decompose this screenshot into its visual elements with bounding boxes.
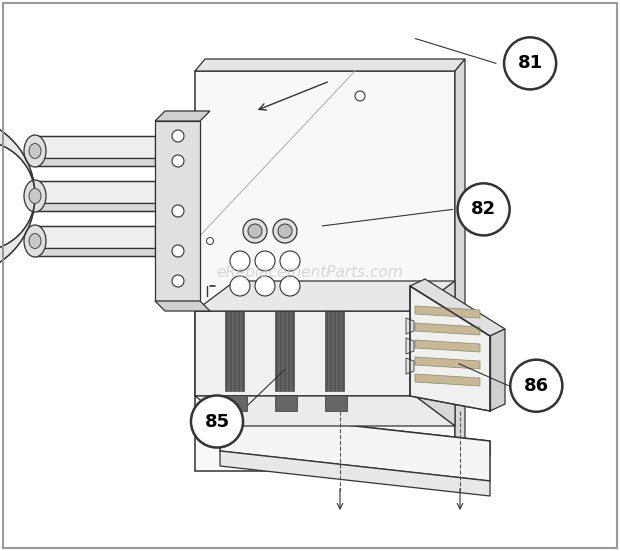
Polygon shape <box>406 318 414 334</box>
Polygon shape <box>329 311 332 391</box>
Circle shape <box>355 91 365 101</box>
Polygon shape <box>415 374 480 386</box>
Polygon shape <box>275 311 278 391</box>
Polygon shape <box>415 357 480 369</box>
Circle shape <box>280 276 300 296</box>
Polygon shape <box>490 329 505 411</box>
Polygon shape <box>333 311 336 391</box>
Text: 85: 85 <box>205 413 229 430</box>
Circle shape <box>255 276 275 296</box>
Polygon shape <box>287 311 290 391</box>
Polygon shape <box>225 311 228 391</box>
Text: eReplacementParts.com: eReplacementParts.com <box>216 266 404 280</box>
Polygon shape <box>35 226 155 248</box>
Ellipse shape <box>29 234 41 249</box>
Polygon shape <box>220 451 490 496</box>
Polygon shape <box>455 59 465 483</box>
Polygon shape <box>415 281 455 426</box>
Polygon shape <box>337 311 340 391</box>
Ellipse shape <box>24 135 46 167</box>
Polygon shape <box>155 121 200 301</box>
Polygon shape <box>195 311 415 396</box>
Circle shape <box>255 251 275 271</box>
Polygon shape <box>0 116 35 276</box>
Polygon shape <box>220 411 490 456</box>
Polygon shape <box>415 306 480 318</box>
Circle shape <box>280 251 300 271</box>
Polygon shape <box>406 358 414 374</box>
Polygon shape <box>341 311 344 391</box>
Polygon shape <box>233 311 236 391</box>
Polygon shape <box>195 59 465 71</box>
Polygon shape <box>195 71 455 471</box>
Circle shape <box>191 396 243 447</box>
Circle shape <box>172 155 184 167</box>
Polygon shape <box>410 279 505 336</box>
Polygon shape <box>220 411 490 481</box>
Polygon shape <box>410 286 490 411</box>
Polygon shape <box>35 181 155 203</box>
Polygon shape <box>279 311 282 391</box>
Circle shape <box>248 224 262 238</box>
Circle shape <box>504 37 556 89</box>
Circle shape <box>172 205 184 217</box>
Polygon shape <box>195 281 455 311</box>
Polygon shape <box>195 396 455 426</box>
Polygon shape <box>35 248 155 256</box>
Circle shape <box>172 275 184 287</box>
Circle shape <box>273 219 297 243</box>
Polygon shape <box>406 338 414 354</box>
Circle shape <box>172 130 184 142</box>
Circle shape <box>278 224 292 238</box>
Polygon shape <box>291 311 294 391</box>
Ellipse shape <box>29 188 41 203</box>
Text: 86: 86 <box>524 377 549 395</box>
Ellipse shape <box>24 180 46 212</box>
Text: 82: 82 <box>471 201 496 218</box>
Circle shape <box>230 276 250 296</box>
Polygon shape <box>155 111 210 121</box>
Circle shape <box>458 183 510 235</box>
Polygon shape <box>155 301 210 311</box>
Text: 81: 81 <box>518 55 542 72</box>
Polygon shape <box>35 203 155 211</box>
Polygon shape <box>325 395 347 411</box>
Ellipse shape <box>29 143 41 159</box>
Polygon shape <box>225 395 247 411</box>
Circle shape <box>230 251 250 271</box>
Polygon shape <box>415 340 480 352</box>
Circle shape <box>243 219 267 243</box>
Circle shape <box>206 237 213 245</box>
Polygon shape <box>325 311 328 391</box>
Polygon shape <box>241 311 244 391</box>
Polygon shape <box>415 323 480 335</box>
Polygon shape <box>35 158 155 166</box>
Circle shape <box>510 360 562 412</box>
Ellipse shape <box>24 225 46 257</box>
Polygon shape <box>275 395 297 411</box>
Circle shape <box>172 245 184 257</box>
Polygon shape <box>35 136 155 158</box>
Polygon shape <box>229 311 232 391</box>
Polygon shape <box>283 311 286 391</box>
Polygon shape <box>237 311 240 391</box>
